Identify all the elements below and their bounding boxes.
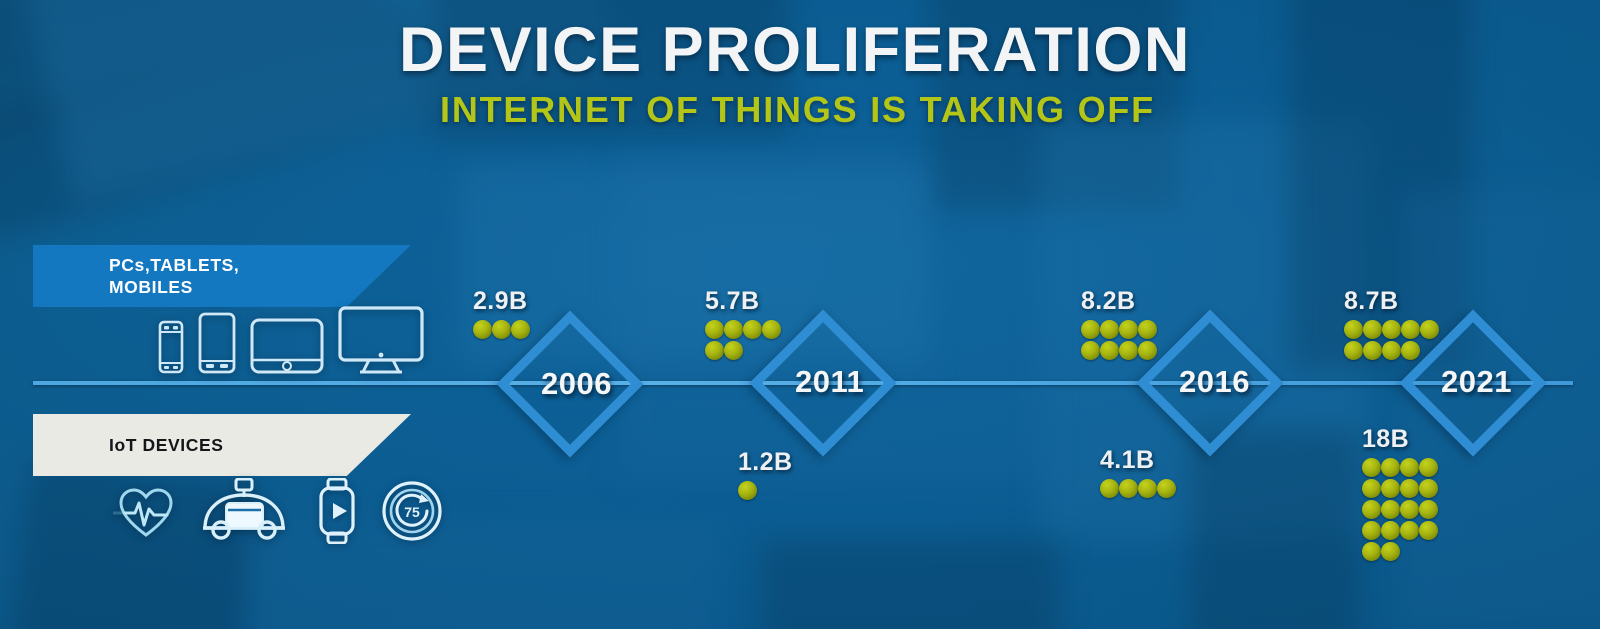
dot	[1400, 500, 1419, 519]
tablet-icon	[198, 312, 236, 374]
dot	[1363, 320, 1382, 339]
dot-grid-2021-iot	[1362, 458, 1444, 562]
dot	[1362, 521, 1381, 540]
dot-grid-2021-pcs	[1344, 320, 1444, 361]
dot	[1400, 521, 1419, 540]
legend-label-pcs-line1: PCs,TABLETS,	[109, 254, 240, 275]
milestone-year-2021: 2021	[1441, 364, 1512, 399]
dot-grid-2011-iot	[738, 481, 760, 501]
dot	[1381, 458, 1400, 477]
dot	[1362, 500, 1381, 519]
dot	[743, 320, 762, 339]
legend-label-iot: IoT DEVICES	[109, 434, 224, 455]
svg-text:75: 75	[404, 504, 420, 520]
legend-label-pcs-line2: MOBILES	[109, 277, 193, 297]
dot	[511, 320, 530, 339]
datagroup-2011-iot: 1.2B	[738, 448, 792, 501]
dot	[1138, 479, 1157, 498]
dot	[705, 320, 724, 339]
smartphone-icon	[158, 320, 184, 374]
timeline-axis	[33, 381, 1573, 385]
dot	[724, 320, 743, 339]
dot	[1419, 500, 1438, 519]
heart-pulse-icon	[113, 483, 175, 539]
dot-grid-2011-pcs	[705, 320, 787, 361]
dot	[1081, 341, 1100, 360]
milestone-year-2006: 2006	[541, 366, 612, 401]
dot	[738, 481, 757, 500]
dot	[1419, 458, 1438, 477]
value-label-2021-pcs: 8.7B	[1344, 287, 1399, 315]
milestone-year-2011: 2011	[795, 364, 865, 399]
value-label-2016-pcs: 8.2B	[1081, 287, 1136, 315]
datagroup-2021-iot: 18B	[1362, 425, 1444, 562]
dot	[1344, 341, 1363, 360]
dot	[1401, 341, 1420, 360]
dot	[1362, 542, 1381, 561]
dot	[762, 320, 781, 339]
dot	[1420, 320, 1439, 339]
dot	[1382, 341, 1401, 360]
dot	[1344, 320, 1363, 339]
dot	[1381, 542, 1400, 561]
dot	[1100, 320, 1119, 339]
legend-banner-iot-devices: IoT DEVICES	[33, 414, 411, 476]
dot	[1381, 521, 1400, 540]
iot-device-icons-row: 75	[113, 478, 443, 544]
legend-label-pcs: PCs,TABLETS, MOBILES	[33, 254, 239, 299]
dot	[1363, 341, 1382, 360]
dot	[1138, 341, 1157, 360]
dot	[1119, 479, 1138, 498]
value-label-2021-iot: 18B	[1362, 425, 1410, 453]
pc-device-icons-row	[158, 306, 424, 374]
dot	[724, 341, 743, 360]
dot	[1362, 458, 1381, 477]
dot	[1400, 458, 1419, 477]
dot-grid-2006-pcs	[473, 320, 535, 340]
dot	[1362, 479, 1381, 498]
dot	[1400, 479, 1419, 498]
dot	[1419, 521, 1438, 540]
dot	[473, 320, 492, 339]
desktop-monitor-icon	[338, 306, 424, 374]
dot	[1138, 320, 1157, 339]
dot	[1401, 320, 1420, 339]
datagroup-2016-pcs: 8.2B	[1081, 287, 1163, 361]
value-label-2006-pcs: 2.9B	[473, 287, 528, 315]
dot	[705, 341, 724, 360]
dot	[1382, 320, 1401, 339]
dot	[1119, 341, 1138, 360]
datagroup-2011-pcs: 5.7B	[705, 287, 787, 361]
datagroup-2021-pcs: 8.7B	[1344, 287, 1444, 361]
dot-grid-2016-iot	[1100, 479, 1182, 499]
milestone-year-2016: 2016	[1179, 364, 1250, 399]
datagroup-2006-pcs: 2.9B	[473, 287, 535, 340]
thermostat-icon: 75	[381, 480, 443, 542]
laptop-icon	[250, 318, 324, 374]
smartwatch-icon	[315, 478, 359, 544]
dot	[1119, 320, 1138, 339]
dot	[1381, 479, 1400, 498]
value-label-2016-iot: 4.1B	[1100, 446, 1155, 474]
dot	[1157, 479, 1176, 498]
dot	[1081, 320, 1100, 339]
value-label-2011-pcs: 5.7B	[705, 287, 760, 315]
value-label-2011-iot: 1.2B	[738, 448, 793, 476]
dot	[1100, 479, 1119, 498]
self-driving-car-icon	[197, 478, 293, 544]
dot	[1381, 500, 1400, 519]
dot	[1419, 479, 1438, 498]
dot-grid-2016-pcs	[1081, 320, 1163, 361]
datagroup-2016-iot: 4.1B	[1100, 446, 1182, 499]
dot	[1100, 341, 1119, 360]
legend-banner-pcs-tablets-mobiles: PCs,TABLETS, MOBILES	[33, 245, 411, 307]
dot	[492, 320, 511, 339]
